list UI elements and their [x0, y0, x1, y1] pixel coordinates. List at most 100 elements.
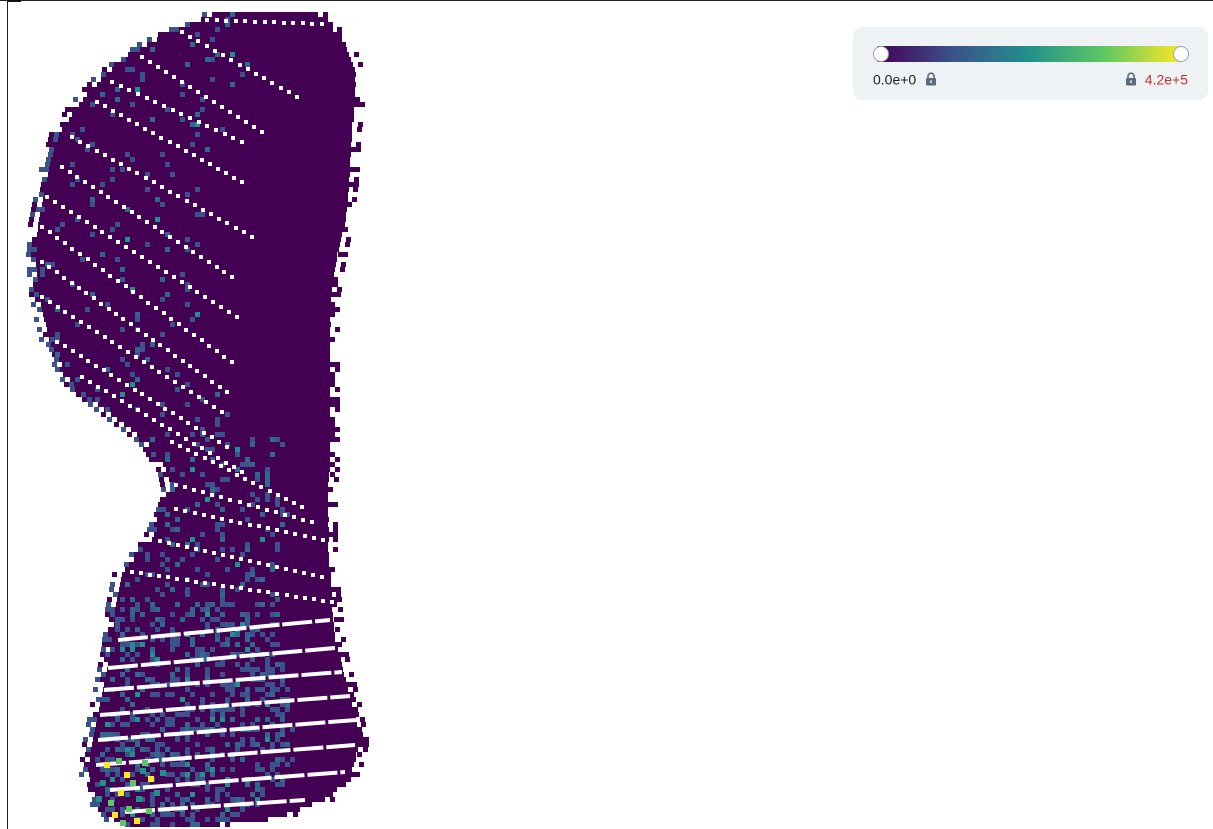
tissue-edge-pixel [345, 242, 350, 247]
tissue-signal-pixel [170, 772, 175, 777]
tissue-signal-pixel [260, 632, 265, 637]
tissue-signal-pixel [140, 77, 145, 82]
gap-line [99, 694, 351, 717]
tissue-signal-pixel [195, 442, 200, 447]
colorbar-min-handle[interactable] [873, 46, 889, 62]
gap-dot [238, 500, 242, 504]
gap-dot [75, 175, 79, 179]
tissue-signal-pixel [40, 272, 45, 277]
colorbar-gradient[interactable] [877, 46, 1181, 62]
tissue-signal-pixel [165, 717, 170, 722]
tissue-signal-pixel [160, 552, 165, 557]
tissue-signal-pixel [210, 617, 215, 622]
tissue-edge-pixel [330, 382, 335, 387]
tissue-signal-pixel [205, 677, 210, 682]
gap-dot [294, 595, 298, 599]
tissue-edge-pixel [357, 752, 362, 757]
tissue-signal-pixel [125, 642, 130, 647]
lock-icon[interactable] [925, 72, 937, 86]
tissue-signal-pixel [105, 792, 110, 797]
tissue-signal-pixel [235, 642, 240, 647]
gap-dot [196, 90, 200, 94]
tissue-signal-pixel [260, 767, 265, 772]
tissue-signal-pixel [90, 142, 95, 147]
tissue-signal-pixel [140, 347, 145, 352]
tissue-edge-pixel [330, 452, 335, 457]
lock-icon[interactable] [1125, 72, 1137, 86]
tissue-signal-pixel [190, 727, 195, 732]
gap-dot [204, 95, 208, 99]
tissue-edge-pixel [65, 107, 70, 112]
tissue-signal-pixel [245, 637, 250, 642]
gap-dot [168, 140, 172, 144]
tissue-edge-pixel [158, 472, 163, 477]
tissue-edge-pixel [148, 447, 153, 452]
tissue-signal-pixel [120, 777, 125, 782]
tissue-band [148, 542, 328, 547]
tissue-signal-pixel [115, 772, 120, 777]
colorbar-max-handle[interactable] [1173, 46, 1189, 62]
tissue-signal-pixel [220, 767, 225, 772]
gap-dot [63, 310, 67, 314]
gap-dot [146, 301, 150, 305]
tissue-signal-pixel [155, 742, 160, 747]
tissue-signal-pixel [225, 807, 230, 812]
tissue-signal-pixel [100, 182, 105, 187]
gap-dot [127, 88, 131, 92]
tissue-signal-pixel [250, 572, 255, 577]
gap-dot [192, 153, 196, 157]
tissue-signal-pixel [105, 772, 110, 777]
gap-dot [193, 203, 197, 207]
tissue-edge-pixel [27, 267, 32, 272]
tissue-edge-pixel [114, 422, 119, 427]
tissue-band [42, 307, 330, 312]
tissue-signal-pixel [285, 762, 290, 767]
tissue-signal-pixel [215, 557, 220, 562]
tissue-signal-pixel [120, 617, 125, 622]
tissue-signal-pixel [110, 797, 115, 802]
tissue-edge-pixel [156, 467, 161, 472]
gap-dot [311, 573, 315, 577]
gap-dot [140, 55, 144, 59]
tissue-signal-pixel [235, 662, 240, 667]
gap-dot [221, 584, 225, 588]
tissue-band [75, 107, 354, 112]
gap-dot [185, 578, 189, 582]
gap-dot [220, 105, 224, 109]
tissue-signal-pixel [205, 682, 210, 687]
tissue-signal-pixel [270, 437, 275, 442]
tissue-signal-pixel [270, 777, 275, 782]
gap-dot [95, 149, 99, 153]
tissue-edge-pixel [159, 477, 164, 482]
gap-dot [188, 364, 192, 368]
tissue-signal-pixel [270, 452, 275, 457]
tissue-signal-pixel [145, 242, 150, 247]
tissue-edge-pixel [165, 497, 170, 502]
tissue-edge-pixel [330, 422, 335, 427]
high-value-pixel [154, 790, 160, 796]
tissue-signal-pixel [200, 427, 205, 432]
tissue-signal-pixel [120, 747, 125, 752]
gap-dot [197, 120, 201, 124]
gap-dot [80, 375, 84, 379]
gap-dot [101, 268, 105, 272]
tissue-signal-pixel [170, 612, 175, 617]
gap-stripe-layer [40, 18, 357, 814]
tissue-band [147, 42, 346, 47]
tissue-signal-pixel [280, 777, 285, 782]
tissue-edge-pixel [104, 817, 109, 822]
tissue-signal-pixel [275, 712, 280, 717]
tissue-signal-pixel [120, 642, 125, 647]
tissue-signal-pixel [180, 797, 185, 802]
tissue-edge-pixel [339, 652, 344, 657]
tissue-edge-pixel [87, 717, 92, 722]
tissue-edge-pixel [138, 547, 143, 552]
tissue-signal-pixel [270, 742, 275, 747]
tissue-signal-pixel [135, 607, 140, 612]
gap-dot [184, 245, 188, 249]
tissue-band [106, 72, 356, 77]
gap-dot [171, 411, 175, 415]
tissue-signal-pixel [205, 727, 210, 732]
